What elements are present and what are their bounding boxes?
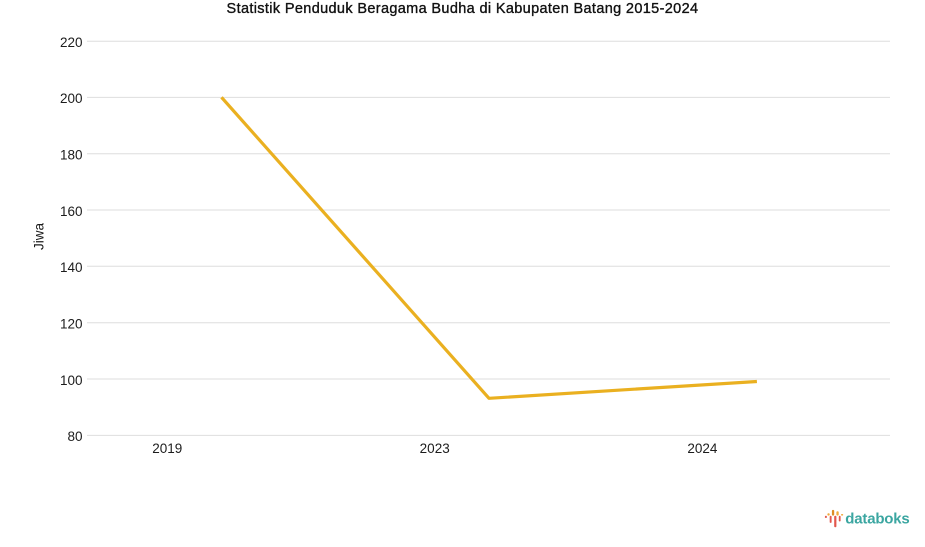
svg-text:120: 120 — [60, 317, 83, 332]
svg-text:2024: 2024 — [687, 441, 718, 456]
svg-text:databoks: databoks — [845, 511, 909, 528]
svg-text:Jiwa: Jiwa — [32, 223, 47, 250]
svg-text:2023: 2023 — [420, 441, 450, 456]
svg-text:2019: 2019 — [152, 441, 182, 456]
svg-text:160: 160 — [60, 204, 83, 219]
svg-text:80: 80 — [67, 429, 82, 444]
svg-text:180: 180 — [60, 148, 83, 163]
svg-text:200: 200 — [60, 91, 83, 106]
svg-text:220: 220 — [60, 35, 83, 50]
svg-text:Statistik Penduduk Beragama Bu: Statistik Penduduk Beragama Budha di Kab… — [227, 1, 699, 17]
svg-text:140: 140 — [60, 260, 83, 275]
svg-text:100: 100 — [60, 373, 83, 388]
